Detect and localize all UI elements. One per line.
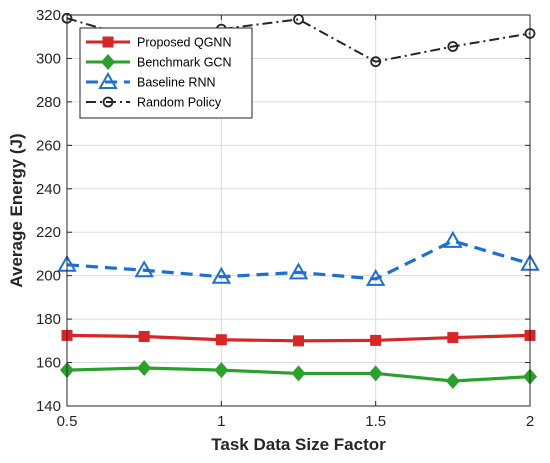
data-point <box>214 362 229 379</box>
x-tick-label: 1 <box>217 413 225 430</box>
legend-label: Benchmark GCN <box>137 56 231 70</box>
data-point <box>211 266 232 284</box>
data-point <box>447 41 459 52</box>
x-axis-label: Task Data Size Factor <box>211 435 386 454</box>
x-tick-label: 2 <box>526 413 534 430</box>
y-axis-label: Average Energy (J) <box>7 133 26 287</box>
data-point <box>365 268 386 286</box>
data-point <box>293 335 304 347</box>
y-tick-label: 160 <box>36 355 61 372</box>
legend-marker <box>101 54 115 70</box>
series-proposed-qgnn <box>61 329 536 347</box>
data-point <box>293 13 304 25</box>
legend-label: Proposed QGNN <box>137 36 231 50</box>
series-benchmark-gcn <box>60 359 537 390</box>
y-tick-label: 320 <box>36 7 61 24</box>
series-baseline-rnn <box>57 230 540 286</box>
legend-marker <box>102 36 114 48</box>
data-point <box>370 56 382 68</box>
y-tick-label: 140 <box>36 398 61 415</box>
data-point <box>137 359 152 376</box>
y-tick-label: 240 <box>36 181 61 198</box>
legend-label: Random Policy <box>137 96 222 110</box>
y-tick-label: 300 <box>36 50 61 67</box>
legend-marker <box>98 71 118 89</box>
y-tick-label: 260 <box>36 137 61 154</box>
legend-item: Benchmark GCN <box>86 54 231 70</box>
data-point <box>445 373 460 390</box>
legend-marker <box>102 96 114 108</box>
legend-item: Baseline RNN <box>86 71 216 90</box>
y-tick-label: 180 <box>36 311 61 328</box>
y-tick-label: 220 <box>36 224 61 241</box>
data-point <box>291 365 306 382</box>
data-point <box>368 365 383 382</box>
data-point <box>288 262 309 280</box>
data-point <box>134 260 154 278</box>
x-tick-label: 1.5 <box>365 413 386 430</box>
data-point <box>138 330 150 342</box>
data-point <box>215 334 227 346</box>
legend: Proposed QGNN Benchmark GCN Baseline RNN Ra… <box>79 27 253 119</box>
series-line <box>66 239 531 281</box>
legend-item: Random Policy <box>86 96 222 110</box>
legend-label: Baseline RNN <box>137 76 216 90</box>
legend-item: Proposed QGNN <box>86 36 231 50</box>
data-point <box>370 334 382 346</box>
data-point <box>447 332 459 344</box>
axis-ticks: 0.5 1 1.5 2 140 160 180 200 220 240 260 280 300 320 <box>36 7 534 430</box>
x-tick-label: 0.5 <box>57 413 78 430</box>
y-tick-label: 200 <box>36 268 61 285</box>
plot-frame <box>66 14 531 407</box>
data-point <box>443 230 463 248</box>
y-tick-label: 280 <box>36 94 61 111</box>
